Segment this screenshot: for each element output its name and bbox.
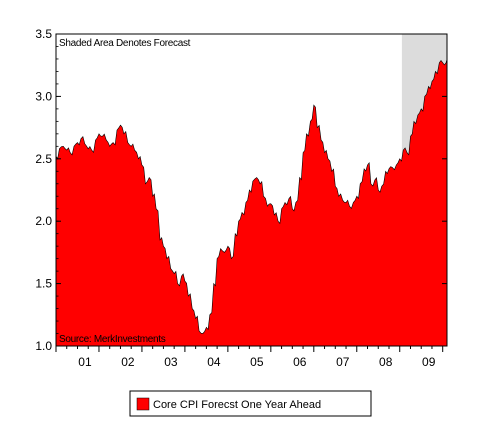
source-note: Source: MerkInvestments	[59, 334, 166, 345]
core-cpi-area-series	[55, 60, 448, 347]
y-axis: 1.0 1.5 2.0 2.5 3.0 3.5	[35, 27, 447, 353]
y-tick-label: 3.5	[35, 27, 52, 41]
x-tick-label: 01	[78, 355, 92, 369]
plot-frame	[55, 33, 448, 347]
legend: Core CPI Forecst One Year Ahead	[129, 390, 372, 417]
x-tick-label: 09	[422, 355, 436, 369]
x-tick-label: 06	[293, 355, 307, 369]
x-axis: 01 02 03 04 05 06 07 08 09	[55, 346, 444, 369]
y-tick-label: 2.5	[35, 152, 52, 166]
legend-swatch	[136, 397, 150, 411]
y-tick-label: 3.0	[35, 89, 52, 103]
x-tick-label: 08	[379, 355, 393, 369]
x-tick-label: 05	[250, 355, 264, 369]
y-tick-label: 1.0	[35, 339, 52, 353]
forecast-note: Shaded Area Denotes Forecast	[59, 38, 191, 49]
legend-label: Core CPI Forecst One Year Ahead	[153, 399, 321, 411]
y-tick-label: 2.0	[35, 214, 52, 228]
x-tick-label: 02	[121, 355, 135, 369]
x-tick-label: 04	[207, 355, 221, 369]
x-tick-label: 07	[336, 355, 350, 369]
legend-box	[129, 390, 372, 417]
y-tick-label: 1.5	[35, 277, 52, 291]
x-tick-label: 03	[164, 355, 178, 369]
